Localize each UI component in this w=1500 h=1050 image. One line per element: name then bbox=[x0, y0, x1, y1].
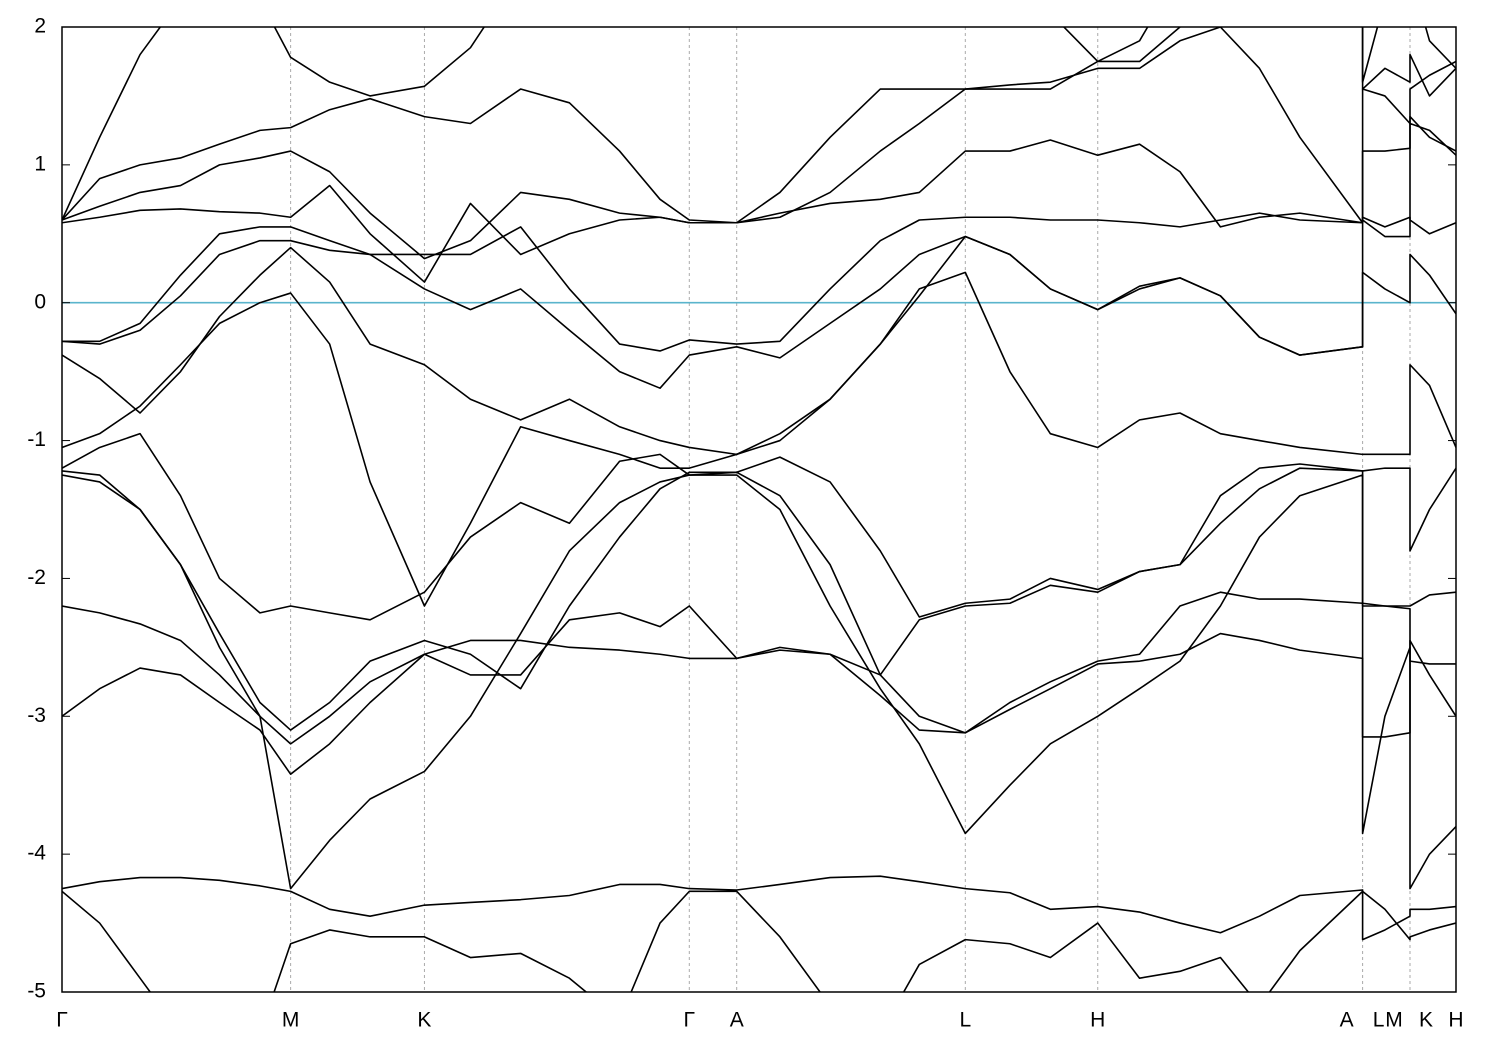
band-line bbox=[62, 27, 1456, 224]
band-line bbox=[62, 591, 1456, 745]
x-tick-label: Γ bbox=[56, 1009, 68, 1032]
y-tick-label: -4 bbox=[27, 842, 46, 865]
x-tick-label: L bbox=[1373, 1009, 1385, 1032]
band-line bbox=[62, 467, 1456, 775]
x-tick-label: H bbox=[1090, 1009, 1105, 1032]
band-line bbox=[62, 890, 1456, 992]
labels: 210-1-2-3-4-5Γ M K Γ A L H A L M K H bbox=[27, 15, 1463, 1032]
band-line bbox=[62, 875, 1456, 941]
plot-frame bbox=[61, 26, 1457, 993]
band-line bbox=[62, 432, 1456, 621]
x-tick-label: L bbox=[959, 1009, 971, 1032]
y-tick-label: -3 bbox=[27, 704, 46, 727]
x-tick-label: M bbox=[1385, 1009, 1403, 1032]
y-tick-label: 1 bbox=[34, 152, 46, 175]
y-tick-label: -1 bbox=[27, 428, 46, 451]
bands bbox=[62, 27, 1456, 992]
y-tick-label: 2 bbox=[34, 15, 46, 38]
y-tick-label: -2 bbox=[27, 566, 46, 589]
band-line bbox=[62, 27, 1456, 260]
x-tick-label: H bbox=[1448, 1009, 1463, 1032]
x-tick-label: K bbox=[417, 1009, 431, 1032]
x-tick-label: A bbox=[1340, 1009, 1354, 1032]
y-tick-label: 0 bbox=[34, 290, 46, 313]
x-tick-label: A bbox=[730, 1009, 744, 1032]
band-line bbox=[62, 271, 1456, 607]
y-tick-label: -5 bbox=[27, 980, 46, 1003]
band-line bbox=[62, 216, 1456, 389]
x-tick-label: Γ bbox=[684, 1009, 696, 1032]
x-tick-label: M bbox=[282, 1009, 300, 1032]
x-tick-label: K bbox=[1419, 1009, 1433, 1032]
band-line bbox=[62, 470, 1456, 738]
band-line bbox=[62, 27, 1456, 221]
